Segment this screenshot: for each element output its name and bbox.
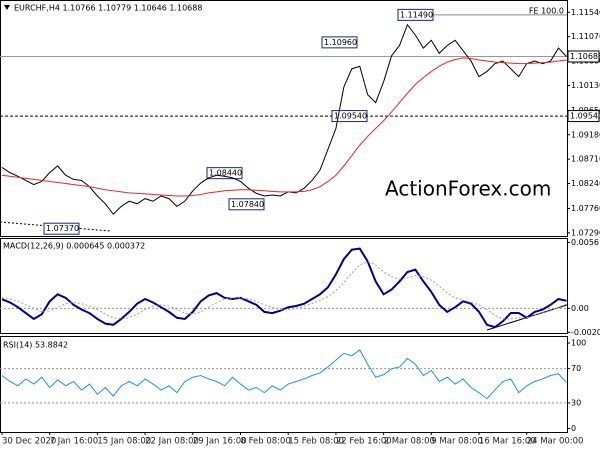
y-tick-label: 1.07760 [571,204,600,213]
y-tick-label: 1.11070 [571,32,600,41]
watermark: ActionForex.com [385,177,551,201]
y-tick-label: 1.08240 [571,179,600,188]
annotation-label: 1.10960 [324,38,357,47]
price-label-box [567,50,600,63]
y-tick-label: 0.005618 [571,238,600,247]
y-tick-label: 0.00 [571,304,589,313]
y-tick-label: 1.08710 [571,155,600,164]
x-tick-label: 8 Feb 08:00 [241,437,291,447]
plot-layer: EURCHF,H4 1.10766 1.10779 1.10646 1.1068… [0,4,600,447]
annotation-label: 1.07370 [46,224,79,233]
series-line [1,349,567,400]
y-tick-label: -0.002046 [571,328,600,337]
rsi-pane [0,336,568,433]
x-tick-label: 16 Mar 16:00 [479,437,536,447]
x-tick-label: 30 Dec 2020 [2,437,56,447]
price-label: 1.09540 [570,112,600,121]
series-line [1,260,567,320]
x-tick-label: 22 Feb 16:00 [336,437,392,447]
pane-title: EURCHF,H4 1.10766 1.10779 1.10646 1.1068… [14,4,202,13]
annotation-box [43,222,80,235]
x-tick-label: 29 Jan 16:00 [193,437,247,447]
y-tick-label: 1.09180 [571,130,600,139]
annotation-box [321,36,358,49]
price-label-box [567,110,600,123]
price-label: 1.10688 [570,52,600,61]
x-tick-label: 2 Mar 08:00 [384,437,435,447]
y-tick-label: 1.11540 [571,8,600,17]
x-tick-label: 15 Jan 08:00 [97,437,151,447]
x-tick-label: 7 Jan 16:00 [50,437,98,447]
annotation-box [228,198,265,211]
fe-label: FE 100.0 [529,7,564,16]
y-tick-label: 30 [571,398,581,407]
annotation-box [206,167,243,180]
annotation-box [331,110,368,123]
y-tick-label: 70 [571,364,581,373]
annotation-box [397,8,434,21]
y-tick-label: 1.10130 [571,81,600,90]
pane-title: RSI(14) 53.8842 [3,341,68,350]
annotation-label: 1.09540 [334,112,367,121]
series-line [1,23,567,215]
pane-title: MACD(12,26,9) 0.000645 0.000372 [3,242,145,251]
annotation-label: 1.08440 [209,169,242,178]
x-tick-label: 9 Mar 08:00 [431,437,482,447]
macd-pane [0,238,568,334]
y-tick-label: 0 [571,424,576,433]
y-tick-label: 1.07290 [571,228,600,237]
x-tick-label: 15 Feb 08:00 [288,437,344,447]
symbol-arrow [4,5,10,10]
series-line [1,247,567,329]
y-tick-label: 100 [571,338,586,347]
annotation-label: 1.07840 [231,200,264,209]
x-tick-label: 24 Mar 00:00 [527,437,584,447]
series-line [1,57,567,197]
x-tick-label: 22 Jan 08:00 [145,437,199,447]
annotation-label: 1.11490 [400,10,433,19]
